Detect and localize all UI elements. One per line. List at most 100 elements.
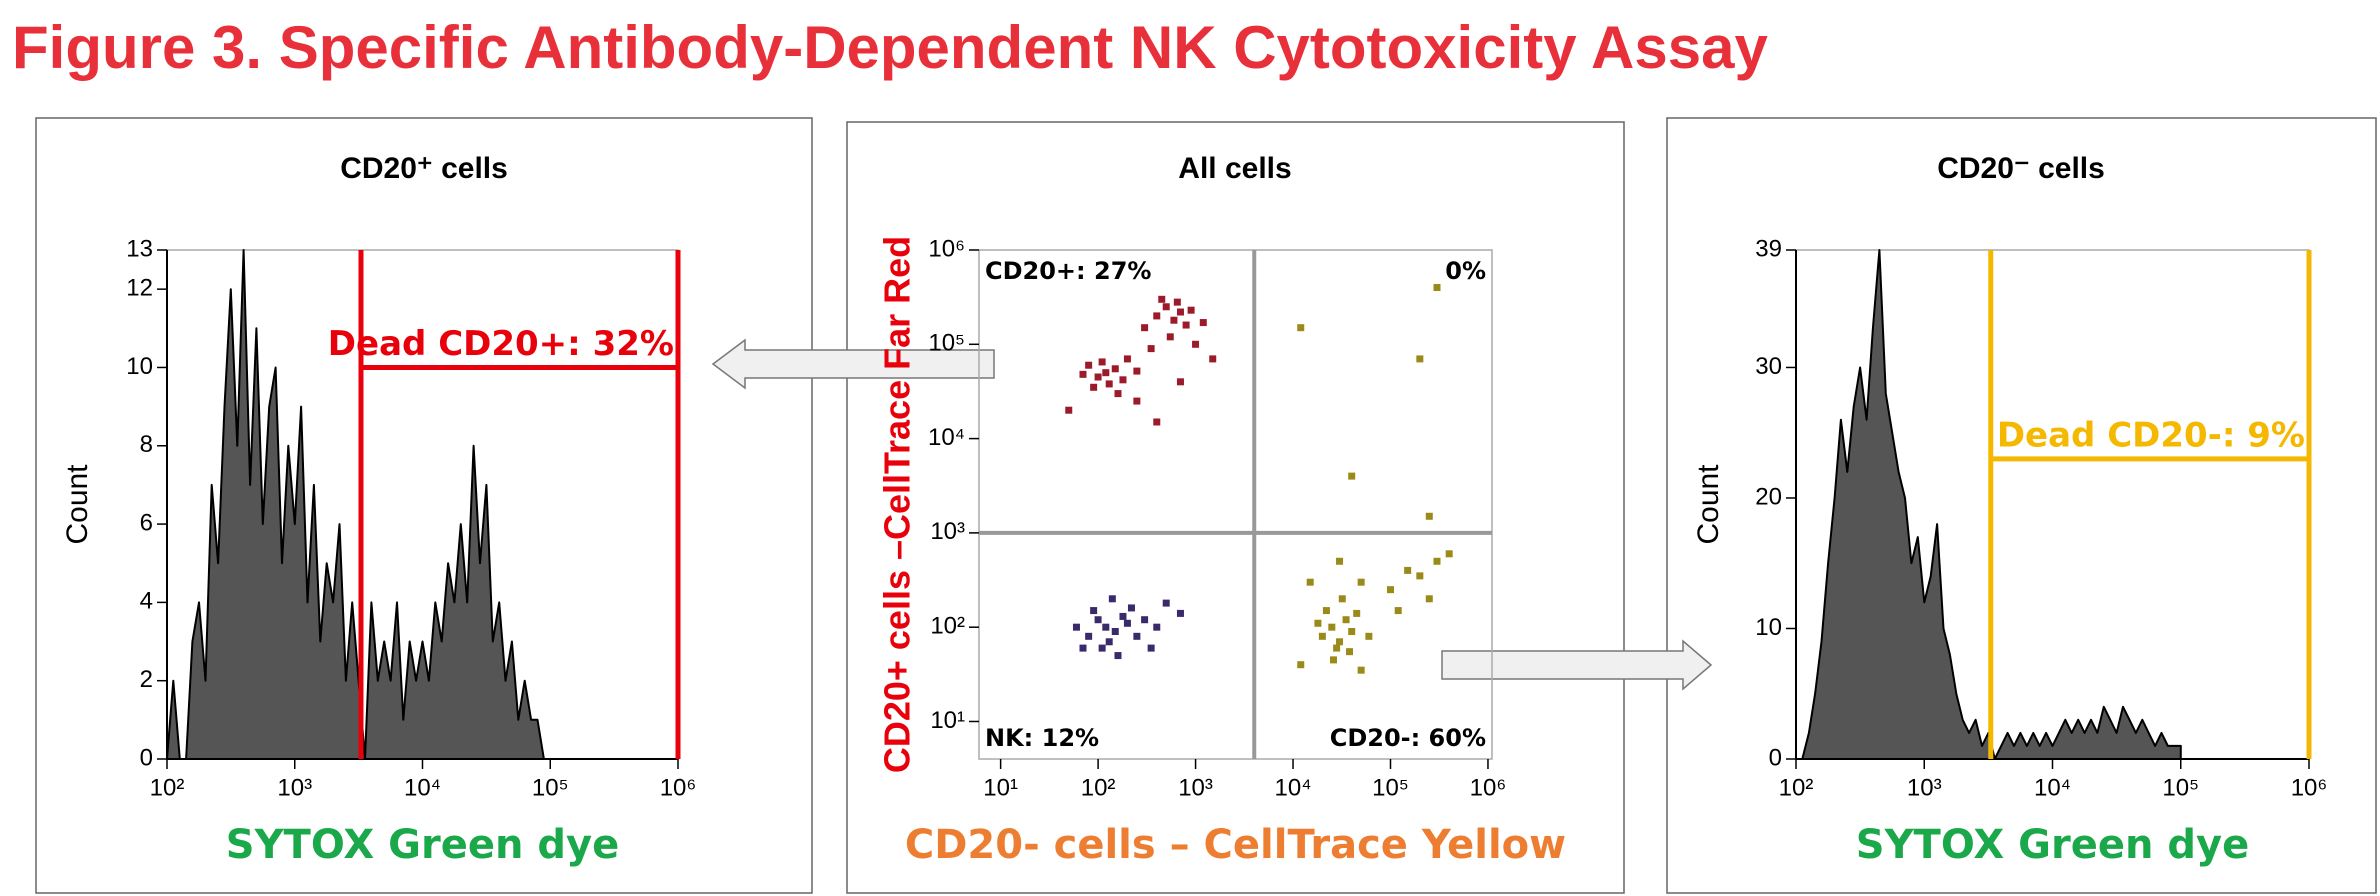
point <box>1153 418 1161 426</box>
y-axis-label: Count <box>1692 464 1725 545</box>
x-axis-label: SYTOX Green dye <box>226 822 619 868</box>
gate-label: Dead CD20-: 9% <box>1997 415 2305 455</box>
point <box>1119 612 1127 620</box>
point <box>1153 312 1161 320</box>
y-tick-label: 10⁴ <box>928 424 965 451</box>
point <box>1297 661 1305 669</box>
point <box>1176 308 1184 316</box>
y-tick-label: 10⁵ <box>928 330 965 357</box>
arrow-right <box>1441 639 1713 691</box>
point <box>1162 303 1170 311</box>
point <box>1127 604 1135 612</box>
point <box>1166 333 1174 341</box>
point <box>1192 340 1200 348</box>
point <box>1342 616 1350 624</box>
x-tick-label: 10³ <box>1178 774 1213 801</box>
x-tick-label: 10⁴ <box>404 774 441 801</box>
y-tick-label: 10³ <box>930 518 965 545</box>
y-tick-label: 10⁶ <box>928 235 965 262</box>
point <box>1365 632 1373 640</box>
plot-frame <box>978 249 1493 760</box>
y-tick-label: 2 <box>140 666 153 693</box>
y-axis-label: Count <box>61 464 94 545</box>
point <box>1329 656 1337 664</box>
quadrant-label: CD20-: 60% <box>1330 724 1486 752</box>
point <box>1090 607 1098 615</box>
point <box>1090 383 1098 391</box>
y-tick-label: 30 <box>1755 353 1782 380</box>
point <box>1114 652 1122 660</box>
x-tick-label: 10² <box>1081 774 1116 801</box>
point <box>1182 321 1190 329</box>
panel-frame <box>846 121 1625 894</box>
y-tick-label: 0 <box>1769 744 1782 771</box>
point <box>1297 324 1305 332</box>
point <box>1147 644 1155 652</box>
point <box>1079 644 1087 652</box>
panel-title: CD20⁺ cells <box>340 152 508 185</box>
point <box>1162 599 1170 607</box>
point <box>1133 397 1141 405</box>
point <box>1085 361 1093 369</box>
histogram-area <box>1795 249 2182 760</box>
point <box>1105 380 1113 388</box>
y-tick-label: 10² <box>930 613 965 640</box>
point <box>1176 378 1184 386</box>
point <box>1094 373 1102 381</box>
point <box>1114 390 1122 398</box>
point <box>1141 616 1149 624</box>
point <box>1353 609 1361 617</box>
point <box>1336 557 1344 565</box>
point <box>1318 632 1326 640</box>
point <box>1102 623 1110 631</box>
x-tick-label: 10⁶ <box>660 774 697 801</box>
point <box>1314 619 1322 627</box>
y-axis-label: CD20+ cells –CellTrace Far Red <box>877 236 918 773</box>
x-tick-label: 10⁵ <box>2162 774 2199 801</box>
y-tick-label: 10 <box>126 353 153 380</box>
panel-title: CD20⁻ cells <box>1937 152 2105 185</box>
panel-title: All cells <box>1178 152 1291 185</box>
point <box>1085 632 1093 640</box>
point <box>1065 406 1073 414</box>
point <box>1433 557 1441 565</box>
quadrant-label: NK: 12% <box>985 724 1099 752</box>
point <box>1072 623 1080 631</box>
point <box>1357 578 1365 586</box>
panel-frame <box>1666 117 2377 894</box>
point <box>1133 632 1141 640</box>
point <box>1111 627 1119 635</box>
y-tick-label: 20 <box>1755 483 1782 510</box>
y-tick-label: 0 <box>140 744 153 771</box>
point <box>1098 358 1106 366</box>
point <box>1153 623 1161 631</box>
point <box>1094 616 1102 624</box>
point <box>1425 512 1433 520</box>
point <box>1147 345 1155 353</box>
point <box>1158 295 1166 303</box>
x-axis-label: CD20- cells – CellTrace Yellow <box>905 822 1566 868</box>
y-tick-label: 12 <box>126 274 153 301</box>
point <box>1170 316 1178 324</box>
point <box>1133 367 1141 375</box>
x-tick-label: 10² <box>1779 774 1814 801</box>
point <box>1416 572 1424 580</box>
point <box>1306 578 1314 586</box>
point <box>1141 324 1149 332</box>
point <box>1209 355 1217 363</box>
point <box>1123 619 1131 627</box>
histogram-area <box>166 249 552 760</box>
figure-title: Figure 3. Specific Antibody-Dependent NK… <box>12 14 1768 81</box>
point <box>1322 607 1330 615</box>
y-tick-label: 10¹ <box>930 707 965 734</box>
y-tick-label: 39 <box>1755 235 1782 262</box>
point <box>1357 666 1365 674</box>
point <box>1108 595 1116 603</box>
point <box>1102 369 1110 377</box>
point <box>1346 648 1354 656</box>
point <box>1445 550 1453 558</box>
x-tick-label: 10⁶ <box>1470 774 1507 801</box>
point <box>1394 607 1402 615</box>
